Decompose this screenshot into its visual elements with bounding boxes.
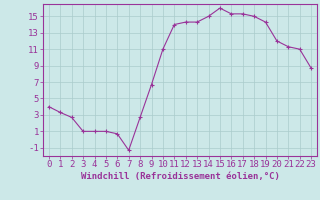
X-axis label: Windchill (Refroidissement éolien,°C): Windchill (Refroidissement éolien,°C) [81,172,279,181]
